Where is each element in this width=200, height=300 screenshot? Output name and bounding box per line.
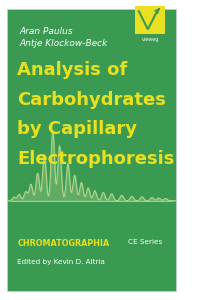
Text: Aran Paulus: Aran Paulus: [19, 27, 73, 36]
Text: Electrophoresis: Electrophoresis: [17, 150, 175, 168]
Text: Carbohydrates: Carbohydrates: [17, 91, 166, 109]
Text: CHROMATOGRAPHIA: CHROMATOGRAPHIA: [17, 239, 110, 248]
Text: by Capillary: by Capillary: [17, 120, 137, 138]
Text: Antje Klockow-Beck: Antje Klockow-Beck: [19, 39, 107, 48]
Text: CE Series: CE Series: [128, 239, 163, 245]
FancyBboxPatch shape: [135, 6, 165, 34]
Text: Analysis of: Analysis of: [17, 61, 128, 79]
Text: vieweg: vieweg: [142, 37, 159, 42]
FancyBboxPatch shape: [7, 9, 176, 291]
Text: Edited by Kevin D. Altria: Edited by Kevin D. Altria: [17, 259, 105, 265]
